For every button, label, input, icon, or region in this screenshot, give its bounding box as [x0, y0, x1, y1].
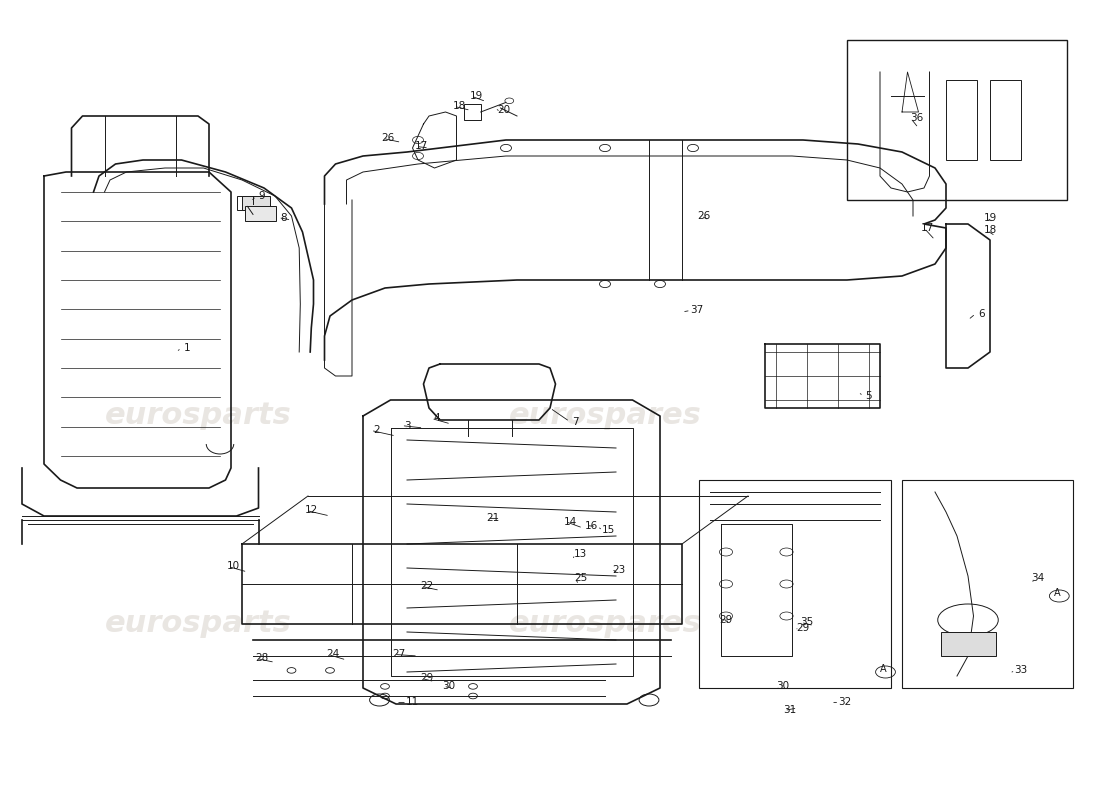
Text: A: A: [1054, 588, 1060, 598]
Text: 30: 30: [442, 682, 455, 691]
Text: 27: 27: [393, 650, 406, 659]
Text: eurospares: eurospares: [508, 610, 702, 638]
Text: 26: 26: [697, 211, 711, 221]
Text: 15: 15: [602, 526, 615, 535]
Text: 26: 26: [382, 134, 395, 143]
Text: 3: 3: [404, 421, 410, 430]
Text: 5: 5: [866, 391, 872, 401]
Bar: [698, 480, 891, 688]
Bar: [245, 206, 276, 221]
Text: 4: 4: [433, 414, 440, 423]
Bar: [902, 480, 1072, 688]
Bar: [236, 196, 264, 210]
Bar: [464, 104, 481, 120]
Text: 34: 34: [1031, 574, 1044, 583]
Bar: [946, 80, 977, 160]
Text: 14: 14: [564, 517, 578, 526]
Text: 18: 18: [453, 102, 466, 111]
Bar: [940, 632, 996, 656]
Text: 31: 31: [783, 706, 796, 715]
Text: 35: 35: [800, 618, 813, 627]
Text: eurosparts: eurosparts: [104, 402, 292, 430]
Text: 13: 13: [574, 550, 587, 559]
Text: 23: 23: [613, 566, 626, 575]
Text: 29: 29: [719, 615, 733, 625]
Text: 21: 21: [486, 514, 499, 523]
Text: 6: 6: [978, 309, 984, 318]
Text: 36: 36: [910, 114, 923, 123]
Text: A: A: [880, 664, 887, 674]
Text: 16: 16: [585, 521, 598, 530]
Text: 29: 29: [796, 623, 810, 633]
Text: 17: 17: [921, 223, 934, 233]
Bar: [990, 80, 1021, 160]
Text: 17: 17: [415, 142, 428, 151]
Bar: [242, 196, 270, 210]
Text: eurosparts: eurosparts: [104, 610, 292, 638]
Text: 33: 33: [1014, 666, 1027, 675]
Text: 19: 19: [983, 213, 997, 222]
Text: 37: 37: [690, 306, 703, 315]
Text: 24: 24: [327, 650, 340, 659]
Text: 9: 9: [258, 191, 265, 201]
Text: 12: 12: [305, 506, 318, 515]
Text: 29: 29: [420, 674, 433, 683]
Text: eurospares: eurospares: [508, 402, 702, 430]
Text: 10: 10: [227, 562, 240, 571]
Text: 28: 28: [255, 654, 268, 663]
Text: 30: 30: [777, 682, 790, 691]
Text: 19: 19: [470, 91, 483, 101]
Bar: [847, 40, 1067, 200]
Text: 18: 18: [983, 226, 997, 235]
Text: 7: 7: [572, 417, 579, 426]
Text: 8: 8: [280, 213, 287, 222]
Text: 22: 22: [420, 582, 433, 591]
Text: 1: 1: [184, 343, 190, 353]
Text: 2: 2: [373, 426, 380, 435]
Text: 25: 25: [574, 574, 587, 583]
Text: 11: 11: [406, 698, 419, 707]
Text: 32: 32: [838, 698, 851, 707]
Text: 20: 20: [497, 106, 510, 115]
